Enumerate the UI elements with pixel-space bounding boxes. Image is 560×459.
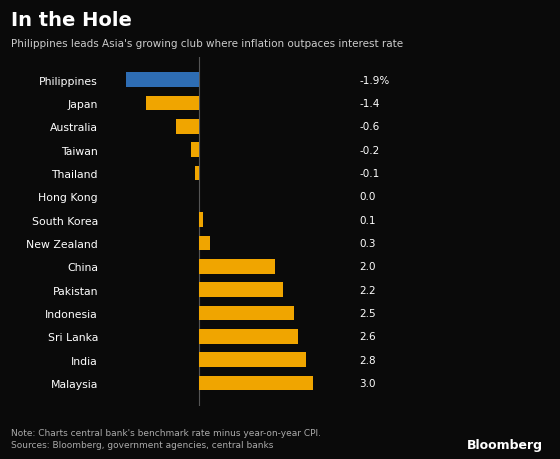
Text: -1.9%: -1.9% bbox=[359, 75, 389, 85]
Text: 2.5: 2.5 bbox=[359, 308, 376, 318]
Bar bbox=[199, 376, 314, 390]
Bar bbox=[199, 330, 298, 344]
Text: 2.6: 2.6 bbox=[359, 331, 376, 341]
Text: Bloomberg: Bloomberg bbox=[467, 438, 543, 451]
Bar bbox=[195, 166, 199, 181]
Text: -0.2: -0.2 bbox=[359, 146, 380, 155]
Text: 3.0: 3.0 bbox=[359, 378, 376, 388]
Text: -0.6: -0.6 bbox=[359, 122, 380, 132]
Text: Sources: Bloomberg, government agencies, central banks: Sources: Bloomberg, government agencies,… bbox=[11, 440, 274, 449]
Text: Philippines leads Asia's growing club where inflation outpaces interest rate: Philippines leads Asia's growing club wh… bbox=[11, 39, 403, 49]
Text: 0.1: 0.1 bbox=[359, 215, 376, 225]
Text: 2.0: 2.0 bbox=[359, 262, 376, 272]
Bar bbox=[199, 306, 295, 320]
Bar bbox=[199, 236, 211, 251]
Bar bbox=[199, 259, 276, 274]
Text: -0.1: -0.1 bbox=[359, 168, 380, 179]
Bar bbox=[199, 283, 283, 297]
Text: 2.2: 2.2 bbox=[359, 285, 376, 295]
Text: -1.4: -1.4 bbox=[359, 99, 380, 109]
Bar bbox=[146, 96, 199, 111]
Bar bbox=[176, 120, 199, 134]
Text: 0.3: 0.3 bbox=[359, 238, 376, 248]
Text: 0.0: 0.0 bbox=[359, 192, 376, 202]
Text: In the Hole: In the Hole bbox=[11, 11, 132, 30]
Bar bbox=[199, 353, 306, 367]
Bar bbox=[192, 143, 199, 157]
Text: Note: Charts central bank's benchmark rate minus year-on-year CPI.: Note: Charts central bank's benchmark ra… bbox=[11, 428, 321, 437]
Bar bbox=[127, 73, 199, 88]
Text: 2.8: 2.8 bbox=[359, 355, 376, 365]
Bar bbox=[199, 213, 203, 227]
